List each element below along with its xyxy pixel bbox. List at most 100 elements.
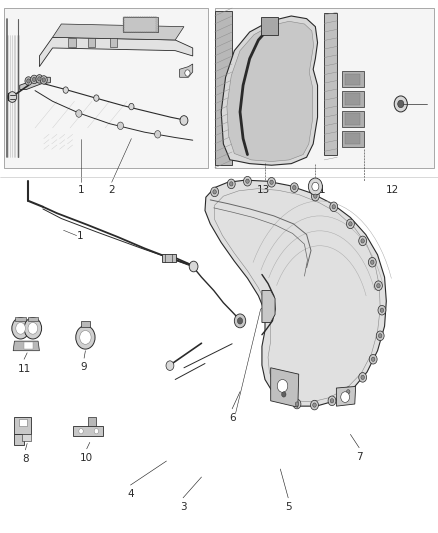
Polygon shape	[20, 77, 50, 90]
Circle shape	[361, 375, 364, 379]
Polygon shape	[271, 368, 299, 407]
Polygon shape	[221, 16, 318, 165]
Circle shape	[227, 179, 235, 189]
Polygon shape	[162, 254, 176, 262]
Circle shape	[378, 334, 382, 338]
Circle shape	[312, 182, 319, 191]
Circle shape	[38, 77, 41, 81]
Text: 6: 6	[229, 413, 236, 423]
Circle shape	[237, 318, 243, 324]
Circle shape	[155, 131, 161, 138]
Circle shape	[282, 392, 286, 397]
Circle shape	[117, 122, 124, 130]
Circle shape	[376, 331, 384, 341]
Polygon shape	[81, 321, 90, 327]
Text: 8: 8	[22, 454, 29, 464]
Circle shape	[344, 387, 352, 397]
Polygon shape	[262, 290, 275, 322]
Polygon shape	[88, 38, 95, 47]
Circle shape	[311, 400, 318, 410]
Circle shape	[31, 75, 38, 84]
Circle shape	[129, 103, 134, 110]
Circle shape	[290, 183, 298, 192]
Polygon shape	[215, 11, 232, 165]
Circle shape	[12, 318, 29, 339]
Circle shape	[8, 92, 17, 102]
Circle shape	[349, 222, 352, 226]
Polygon shape	[345, 93, 360, 105]
Circle shape	[378, 305, 386, 315]
Circle shape	[311, 191, 319, 201]
Circle shape	[16, 322, 25, 334]
Polygon shape	[73, 426, 103, 436]
Circle shape	[234, 314, 246, 328]
Circle shape	[308, 178, 322, 195]
Polygon shape	[68, 38, 76, 47]
Polygon shape	[345, 74, 360, 85]
Circle shape	[341, 392, 350, 402]
Polygon shape	[336, 386, 356, 406]
Circle shape	[268, 177, 276, 187]
Circle shape	[166, 361, 174, 370]
Circle shape	[346, 219, 354, 229]
Text: 7: 7	[356, 452, 363, 462]
Text: 9: 9	[81, 362, 88, 373]
Circle shape	[371, 357, 375, 361]
Text: 3: 3	[180, 502, 187, 512]
Polygon shape	[342, 111, 364, 127]
Polygon shape	[342, 91, 364, 107]
Polygon shape	[24, 342, 33, 349]
Polygon shape	[14, 417, 31, 434]
Text: 1: 1	[78, 185, 85, 196]
Circle shape	[63, 87, 68, 93]
Circle shape	[332, 205, 336, 209]
Circle shape	[80, 330, 91, 344]
Text: 2: 2	[108, 185, 115, 196]
Circle shape	[27, 79, 30, 83]
Circle shape	[359, 373, 367, 382]
Circle shape	[377, 284, 380, 288]
Circle shape	[394, 96, 407, 112]
Circle shape	[211, 187, 219, 197]
Text: 10: 10	[80, 453, 93, 463]
Circle shape	[185, 70, 190, 76]
Text: 1: 1	[77, 231, 83, 240]
Polygon shape	[227, 21, 314, 161]
Circle shape	[359, 236, 367, 246]
Circle shape	[36, 75, 43, 83]
Circle shape	[371, 260, 374, 264]
Circle shape	[24, 318, 42, 339]
Polygon shape	[4, 8, 208, 168]
Circle shape	[361, 239, 364, 243]
Circle shape	[330, 202, 338, 212]
Polygon shape	[110, 38, 117, 47]
Polygon shape	[39, 37, 193, 67]
Polygon shape	[342, 71, 364, 87]
Polygon shape	[215, 8, 434, 168]
Polygon shape	[324, 13, 337, 155]
Circle shape	[28, 322, 38, 334]
Polygon shape	[22, 434, 31, 441]
Circle shape	[180, 116, 188, 125]
Text: 5: 5	[285, 502, 292, 512]
Circle shape	[295, 402, 299, 406]
Circle shape	[368, 257, 376, 267]
Circle shape	[244, 176, 251, 186]
Polygon shape	[123, 17, 158, 32]
Circle shape	[369, 354, 377, 364]
Polygon shape	[53, 24, 184, 40]
Circle shape	[328, 396, 336, 406]
Circle shape	[25, 77, 32, 85]
Text: 11: 11	[18, 364, 31, 374]
Polygon shape	[345, 133, 360, 144]
Polygon shape	[15, 317, 26, 321]
Circle shape	[293, 399, 301, 409]
Circle shape	[79, 429, 83, 434]
Polygon shape	[13, 341, 39, 351]
Circle shape	[94, 95, 99, 101]
Circle shape	[40, 76, 47, 84]
Circle shape	[230, 182, 233, 186]
Circle shape	[330, 399, 334, 403]
Text: 4: 4	[127, 489, 134, 499]
Circle shape	[314, 194, 317, 198]
